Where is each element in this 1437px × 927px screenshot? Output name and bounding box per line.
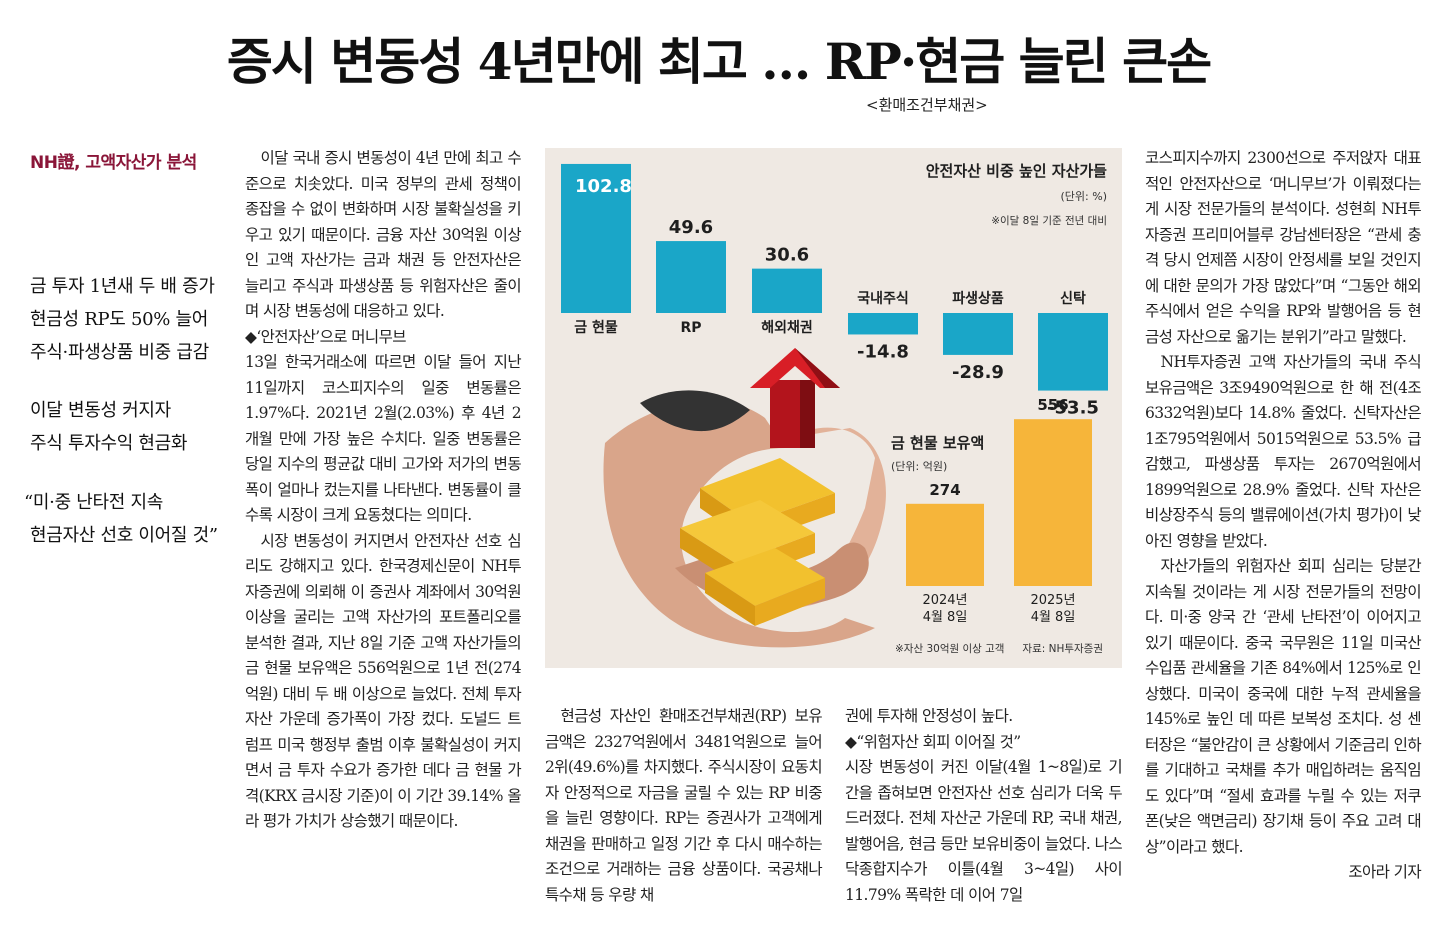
bar-value-label: 102.8 [575, 176, 632, 197]
bar-value-label: -53.5 [1047, 398, 1099, 419]
chart-title: 안전자산 비중 높인 자산가들 [926, 162, 1107, 180]
gold-chart-title: 금 현물 보유액 [891, 434, 984, 452]
deck-line: 금 투자 1년새 두 배 증가 [30, 276, 215, 297]
bar-chart-change: 안전자산 비중 높인 자산가들 (단위: %) ※이달 8일 기준 전년 대비 … [561, 162, 1108, 419]
paragraph: 현금성 자산인 환매조건부채권(RP) 보유금액은 2327억원에서 3481억… [545, 707, 823, 904]
bar-value-label: 30.6 [765, 245, 809, 266]
bar-category-label: 해외채권 [761, 319, 813, 336]
paragraph: 시장 변동성이 커진 이달(4월 1~8일)로 기간을 좁혀보면 안전자산 선호… [845, 758, 1123, 904]
chart-unit: (단위: %) [1061, 190, 1107, 203]
article-column-2: 현금성 자산인 환매조건부채권(RP) 보유금액은 2327억원에서 3481억… [545, 704, 823, 908]
bar [1038, 313, 1108, 391]
paragraph: 코스피지수까지 2300선으로 주저앉자 대표적인 안전자산으로 ‘머니무브’가… [1145, 149, 1422, 346]
bar-category-label: 신탁 [1060, 290, 1086, 307]
chart-note: ※이달 8일 기준 전년 대비 [991, 214, 1107, 227]
bar-category-label: 금 현물 [574, 320, 618, 336]
byline: 조아라 기자 [1348, 863, 1421, 881]
bar-value-label: 556 [1037, 396, 1068, 414]
bar-series: 102.8 금 현물 49.6 RP 30.6 해외채권 -14.8 국내주식 -28.9 파생상… [561, 163, 1108, 419]
article-column-1: 이달 국내 증시 변동성이 4년 만에 최고 수준으로 치솟았다. 미국 정부의… [245, 146, 522, 835]
bar-value-label: -14.8 [857, 341, 909, 362]
bar [561, 163, 631, 313]
infographic-svg: 안전자산 비중 높인 자산가들 (단위: %) ※이달 8일 기준 전년 대비 … [561, 162, 1108, 655]
bar-category-label: 4월 8일 [1031, 610, 1076, 625]
article-column-3: 권에 투자해 안정성이 높다. ◆“위험자산 회피 이어질 것” 시장 변동성이… [845, 704, 1123, 908]
paragraph: NH투자증권 고액 자산가들의 국내 주식 보유금액은 3조9490억원으로 한… [1145, 353, 1422, 550]
gold-hands-illustration [603, 348, 886, 648]
deck-1: 금 투자 1년새 두 배 증가 현금성 RP도 50% 늘어 주식·파생상품 비… [30, 270, 215, 369]
deck-3: “미·중 난타전 지속 현금자산 선호 이어질 것” [24, 486, 218, 552]
deck-line: 현금성 RP도 50% 늘어 [30, 309, 208, 330]
bar [848, 313, 918, 335]
bar [1014, 419, 1092, 586]
deck-2: 이달 변동성 커지자 주식 투자수익 현금화 [30, 394, 187, 460]
article-column-4: 코스피지수까지 2300선으로 주저앉자 대표적인 안전자산으로 ‘머니무브’가… [1145, 146, 1422, 886]
bar [656, 241, 726, 313]
bar-series: 274 2024년 4월 8일 556 2025년 4월 8일 [906, 396, 1092, 625]
bar-value-label: -28.9 [952, 362, 1004, 383]
bar-category-label: 4월 8일 [923, 610, 968, 625]
infographic: 안전자산 비중 높인 자산가들 (단위: %) ※이달 8일 기준 전년 대비 … [545, 148, 1122, 668]
footnote-right: 자료: NH투자증권 [1022, 643, 1103, 655]
gold-chart-unit: (단위: 억원) [891, 460, 947, 473]
headline: 증시 변동성 4년만에 최고 … RP·현금 늘린 큰손 [226, 32, 1212, 91]
paragraph: 자산가들의 위험자산 회피 심리는 당분간 지속될 것이라는 게 시장 전문가들… [1145, 557, 1422, 856]
kicker: NH證, 고액자산가 분석 [30, 153, 197, 173]
bar-category-label: 2025년 [1030, 593, 1075, 608]
deck-line: 주식 투자수익 현금화 [30, 433, 188, 454]
bar-value-label: 49.6 [669, 217, 713, 238]
bar-chart-gold: 금 현물 보유액 (단위: 억원) 274 2024년 4월 8일 556 2025년 4… [891, 396, 1092, 625]
paragraph: 시장 변동성이 커지면서 안전자산 선호 심리도 강해지고 있다. 한국경제신문… [245, 531, 522, 831]
deck-line: 주식·파생상품 비중 급감 [30, 342, 209, 363]
paragraph: 13일 한국거래소에 따르면 이달 들어 지난 11일까지 코스피지수의 일중 … [245, 353, 522, 524]
bar-value-label: 274 [929, 481, 960, 499]
bar [906, 503, 984, 586]
bar [943, 313, 1013, 355]
bar-category-label: 2024년 [922, 593, 967, 608]
headline-note: <환매조건부채권> [866, 96, 988, 114]
bar-category-label: RP [680, 320, 701, 336]
deck-line: 이달 변동성 커지자 [30, 400, 171, 421]
section-heading: ◆“위험자산 회피 이어질 것” [845, 732, 1021, 751]
bar [752, 268, 822, 313]
section-heading: ◆‘안전자산’으로 머니무브 [245, 327, 407, 346]
paragraph: 이달 국내 증시 변동성이 4년 만에 최고 수준으로 치솟았다. 미국 정부의… [245, 149, 522, 320]
deck-line: 현금자산 선호 이어질 것” [30, 525, 218, 546]
footnote-left: ※자산 30억원 이상 고객 [895, 643, 1004, 655]
bar-category-label: 파생상품 [952, 291, 1004, 307]
deck-line: “미·중 난타전 지속 [24, 492, 163, 513]
bar-category-label: 국내주식 [857, 291, 909, 307]
paragraph: 권에 투자해 안정성이 높다. [845, 707, 1013, 725]
